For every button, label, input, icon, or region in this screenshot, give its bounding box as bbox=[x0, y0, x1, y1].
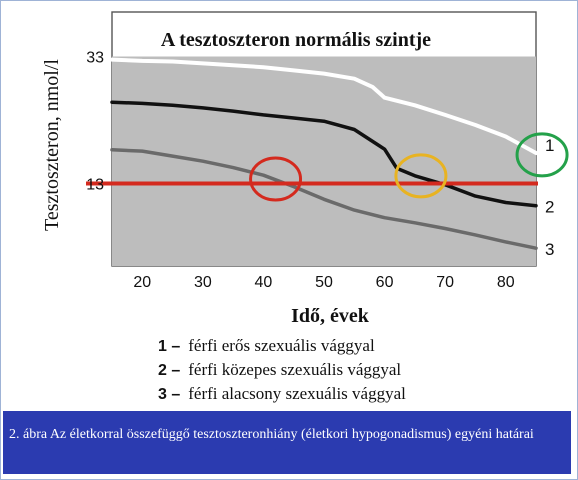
legend-item-1: 1 – férfi erős szexuális vággyal bbox=[158, 336, 375, 356]
series-line-3 bbox=[110, 148, 538, 250]
legend-number: 1 – bbox=[158, 338, 181, 355]
legend-text: férfi alacsony szexuális vággyal bbox=[188, 384, 406, 403]
series-end-label-3: 3 bbox=[545, 240, 554, 259]
series-group bbox=[110, 57, 538, 250]
series-end-label-2: 2 bbox=[545, 198, 554, 217]
marker-circle-2 bbox=[394, 153, 448, 199]
x-tick-label: 70 bbox=[436, 274, 454, 291]
marker-circle-1 bbox=[249, 156, 303, 202]
x-tick-label: 30 bbox=[194, 274, 212, 291]
markers-group bbox=[249, 132, 569, 202]
y-tick-label: 33 bbox=[86, 49, 104, 66]
x-axis-label: Idő, évek bbox=[291, 305, 370, 327]
legend-item-3: 3 – férfi alacsony szexuális vággyal bbox=[158, 384, 406, 404]
chart: 1 2 3 20 30 40 50 60 70 80 33 13 A tesztoszteron n… bbox=[41, 11, 569, 327]
legend-text: férfi erős szexuális vággyal bbox=[188, 336, 375, 355]
legend-number: 3 – bbox=[158, 386, 181, 403]
series-line-2 bbox=[110, 100, 538, 208]
x-tick-label: 50 bbox=[315, 274, 333, 291]
series-line-1 bbox=[110, 57, 538, 155]
axis-ticks: 20 30 40 50 60 70 80 33 13 bbox=[86, 49, 515, 291]
x-tick-label: 40 bbox=[255, 274, 273, 291]
legend-item-2: 2 – férfi közepes szexuális vággyal bbox=[158, 360, 401, 380]
marker-circle-3 bbox=[515, 132, 569, 178]
x-tick-label: 20 bbox=[133, 274, 151, 291]
x-tick-label: 80 bbox=[497, 274, 515, 291]
x-tick-label: 60 bbox=[376, 274, 394, 291]
y-axis-label: Tesztoszteron, nmol/l bbox=[41, 59, 63, 231]
series-end-labels: 1 2 3 bbox=[545, 136, 554, 259]
chart-title: A tesztoszteron normális szintje bbox=[161, 29, 431, 51]
legend-text: férfi közepes szexuális vággyal bbox=[188, 360, 402, 379]
legend-number: 2 – bbox=[158, 362, 181, 379]
series-end-label-1: 1 bbox=[545, 136, 554, 155]
y-tick-label: 13 bbox=[86, 176, 104, 193]
figure-caption: 2. ábra Az életkorral összefüggő tesztos… bbox=[3, 411, 571, 474]
